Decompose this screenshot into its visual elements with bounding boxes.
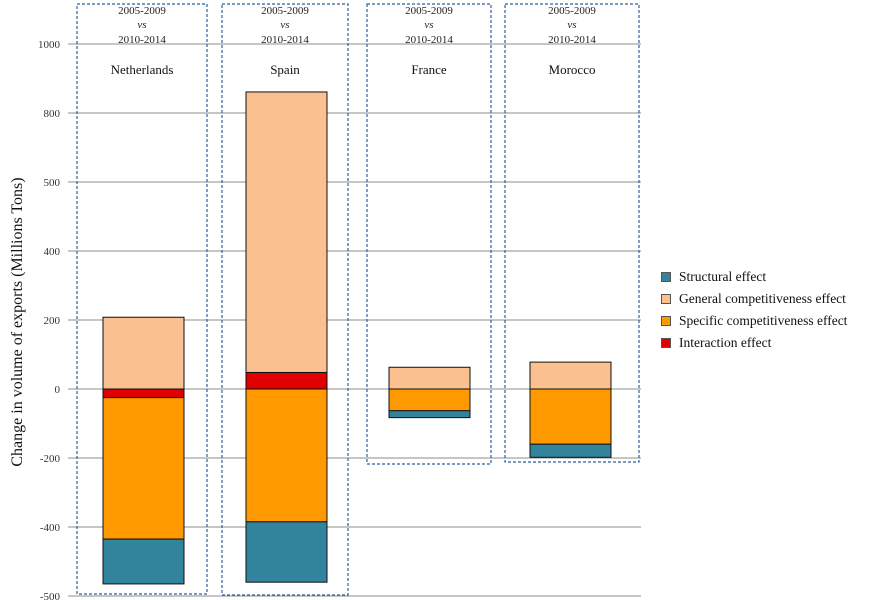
legend: Structural effect General competitiveness… bbox=[661, 266, 847, 354]
panel-frame-netherlands bbox=[76, 3, 208, 595]
stacked-bars bbox=[102, 91, 612, 585]
period-start-label: 2005-2009 bbox=[261, 5, 309, 17]
legend-swatch bbox=[661, 272, 671, 282]
y-tick-label: 1000 bbox=[38, 39, 61, 51]
panel-frame-france bbox=[366, 3, 492, 465]
period-start-label: 2005-2009 bbox=[405, 5, 453, 17]
bar-segment-spain-specific-competitiveness-effect bbox=[245, 388, 328, 523]
bar-segment-spain-structural-effect bbox=[245, 521, 328, 583]
bar-segment-france-structural-effect bbox=[388, 410, 471, 419]
y-axis-label: Change in volume of exports (Millions To… bbox=[9, 177, 26, 466]
y-tick-label: 800 bbox=[44, 108, 61, 120]
bar-segment-netherlands-general-competitiveness-effect bbox=[102, 316, 185, 390]
bar-segment-morocco-general-competitiveness-effect bbox=[529, 361, 612, 390]
legend-swatch bbox=[661, 338, 671, 348]
period-end-label: 2010-2014 bbox=[548, 34, 596, 46]
panel-frame-morocco bbox=[504, 3, 640, 463]
bar-segment-netherlands-interaction-effect bbox=[102, 388, 185, 399]
bar-segment-netherlands-specific-competitiveness-effect bbox=[102, 397, 185, 540]
panel-frame-spain bbox=[221, 3, 349, 596]
legend-swatch bbox=[661, 294, 671, 304]
vs-label: vs bbox=[137, 19, 146, 31]
bar-segment-spain-general-competitiveness-effect bbox=[245, 91, 328, 373]
y-tick-label: -400 bbox=[40, 522, 61, 534]
legend-item: Structural effect bbox=[661, 266, 847, 288]
y-tick-label: 0 bbox=[55, 384, 61, 396]
vs-label: vs bbox=[280, 19, 289, 31]
period-start-label: 2005-2009 bbox=[548, 5, 596, 17]
vs-label: vs bbox=[567, 19, 576, 31]
bar-segment-morocco-specific-competitiveness-effect bbox=[529, 388, 612, 445]
legend-swatch bbox=[661, 316, 671, 326]
legend-label: Interaction effect bbox=[679, 335, 772, 350]
legend-item: Interaction effect bbox=[661, 332, 847, 354]
legend-label: Specific competitiveness effect bbox=[679, 313, 848, 328]
legend-label: General competitiveness effect bbox=[679, 291, 846, 306]
country-label: Netherlands bbox=[111, 62, 174, 77]
y-tick-label: -500 bbox=[40, 591, 61, 600]
y-tick-label: 200 bbox=[44, 315, 61, 327]
bar-segment-spain-interaction-effect bbox=[245, 371, 328, 390]
country-label: Spain bbox=[270, 62, 300, 77]
bar-segment-france-specific-competitiveness-effect bbox=[388, 388, 471, 412]
y-tick-label: -200 bbox=[40, 453, 61, 465]
y-tick-label: 400 bbox=[44, 246, 61, 258]
panel-frames: 2005-2009 vs 2010-2014 Netherlands 2005-2009… bbox=[76, 3, 640, 596]
period-start-label: 2005-2009 bbox=[118, 5, 166, 17]
legend-item: General competitiveness effect bbox=[661, 288, 847, 310]
y-axis-ticks: -500 -400 -200 0 200 400 500 800 1000 bbox=[38, 39, 61, 600]
bar-segment-netherlands-structural-effect bbox=[102, 538, 185, 585]
bar-segment-france-general-competitiveness-effect bbox=[388, 366, 471, 390]
bar-segment-morocco-structural-effect bbox=[529, 443, 612, 458]
vs-label: vs bbox=[424, 19, 433, 31]
y-tick-label: 500 bbox=[44, 177, 61, 189]
legend-item: Specific competitiveness effect bbox=[661, 310, 847, 332]
period-end-label: 2010-2014 bbox=[261, 34, 309, 46]
period-end-label: 2010-2014 bbox=[405, 34, 453, 46]
legend-label: Structural effect bbox=[679, 269, 767, 284]
country-label: Morocco bbox=[549, 62, 596, 77]
period-end-label: 2010-2014 bbox=[118, 34, 166, 46]
country-label: France bbox=[411, 62, 447, 77]
